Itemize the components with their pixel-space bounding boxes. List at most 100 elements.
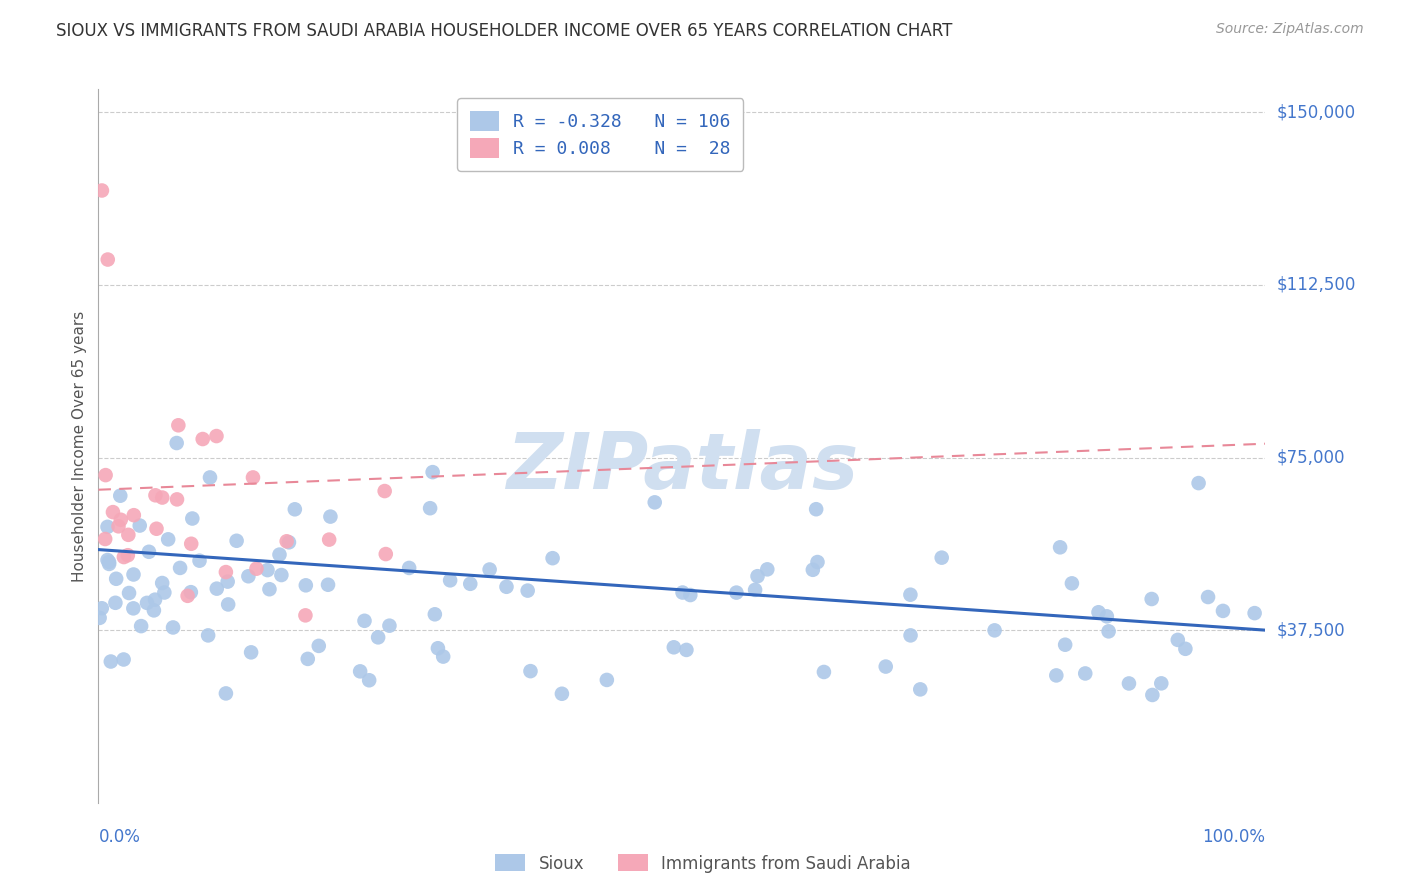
Point	[138, 545, 160, 559]
Point	[98, 557, 121, 571]
Point	[101, 505, 124, 519]
Point	[256, 563, 278, 577]
Point	[215, 565, 238, 579]
Point	[662, 640, 685, 655]
Point	[419, 501, 441, 516]
Point	[166, 492, 188, 507]
Point	[176, 589, 198, 603]
Point	[217, 574, 239, 589]
Point	[900, 588, 922, 602]
Point	[1049, 541, 1071, 555]
Point	[150, 491, 173, 505]
Point	[215, 686, 238, 700]
Point	[167, 418, 190, 433]
Text: $112,500: $112,500	[1277, 276, 1355, 293]
Point	[205, 582, 228, 596]
Point	[1150, 676, 1173, 690]
Point	[142, 603, 165, 617]
Legend: R = -0.328   N = 106, R = 0.008    N =  28: R = -0.328 N = 106, R = 0.008 N = 28	[457, 98, 744, 170]
Point	[98, 555, 121, 569]
Point	[1074, 666, 1097, 681]
Point	[191, 432, 214, 446]
Point	[94, 532, 117, 546]
Point	[931, 550, 953, 565]
Text: ZIPatlas: ZIPatlas	[506, 429, 858, 506]
Point	[349, 665, 371, 679]
Legend: Sioux, Immigrants from Saudi Arabia: Sioux, Immigrants from Saudi Arabia	[489, 847, 917, 880]
Point	[1087, 605, 1109, 619]
Point	[162, 620, 184, 634]
Point	[145, 488, 167, 502]
Point	[804, 502, 827, 516]
Point	[136, 596, 159, 610]
Point	[295, 578, 318, 592]
Point	[110, 489, 132, 503]
Point	[188, 554, 211, 568]
Point	[294, 608, 316, 623]
Point	[551, 687, 574, 701]
Point	[1243, 606, 1265, 620]
Point	[97, 252, 120, 267]
Point	[875, 659, 897, 673]
Point	[129, 619, 152, 633]
Point	[519, 664, 541, 678]
Point	[398, 561, 420, 575]
Point	[675, 643, 697, 657]
Point	[143, 592, 166, 607]
Point	[374, 484, 396, 499]
Point	[128, 518, 150, 533]
Point	[278, 535, 301, 549]
Point	[205, 429, 228, 443]
Point	[910, 682, 932, 697]
Point	[318, 533, 340, 547]
Point	[169, 561, 191, 575]
Point	[242, 470, 264, 484]
Point	[813, 665, 835, 679]
Point	[423, 607, 446, 622]
Text: $75,000: $75,000	[1277, 449, 1346, 467]
Point	[671, 585, 693, 599]
Point	[367, 631, 389, 645]
Point	[110, 513, 132, 527]
Point	[1097, 624, 1119, 639]
Point	[105, 572, 128, 586]
Point	[270, 568, 292, 582]
Point	[240, 645, 263, 659]
Point	[96, 553, 118, 567]
Point	[478, 562, 501, 576]
Point	[679, 588, 702, 602]
Point	[259, 582, 281, 597]
Point	[112, 550, 135, 565]
Point	[284, 502, 307, 516]
Point	[353, 614, 375, 628]
Point	[96, 520, 118, 534]
Point	[541, 551, 564, 566]
Point	[117, 548, 139, 562]
Point	[1142, 688, 1164, 702]
Point	[1212, 604, 1234, 618]
Point	[1167, 632, 1189, 647]
Point	[1197, 590, 1219, 604]
Point	[439, 574, 461, 588]
Point	[122, 601, 145, 615]
Point	[319, 509, 342, 524]
Point	[225, 533, 247, 548]
Point	[150, 576, 173, 591]
Point	[245, 562, 267, 576]
Point	[316, 578, 339, 592]
Point	[744, 582, 766, 597]
Point	[1054, 638, 1077, 652]
Point	[432, 649, 454, 664]
Text: 100.0%: 100.0%	[1202, 828, 1265, 846]
Text: Source: ZipAtlas.com: Source: ZipAtlas.com	[1216, 22, 1364, 37]
Text: $37,500: $37,500	[1277, 621, 1346, 640]
Point	[90, 184, 112, 198]
Point	[197, 628, 219, 642]
Point	[269, 548, 291, 562]
Point	[100, 655, 122, 669]
Text: SIOUX VS IMMIGRANTS FROM SAUDI ARABIA HOUSEHOLDER INCOME OVER 65 YEARS CORRELATI: SIOUX VS IMMIGRANTS FROM SAUDI ARABIA HO…	[56, 22, 953, 40]
Point	[153, 585, 176, 599]
Point	[426, 641, 449, 656]
Point	[495, 580, 517, 594]
Point	[596, 673, 619, 687]
